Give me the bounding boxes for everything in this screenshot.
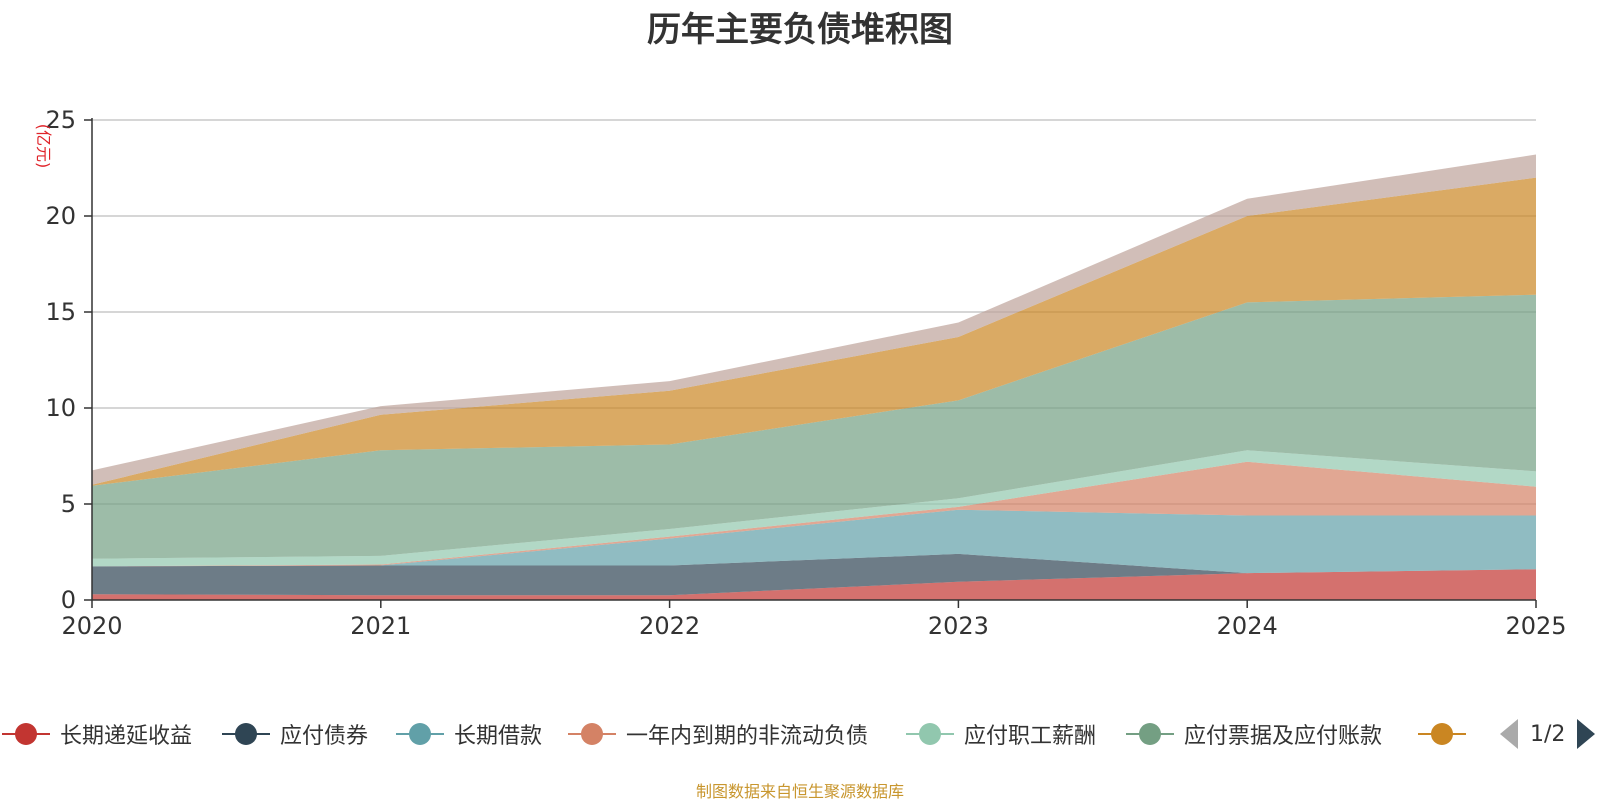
legend-marker-icon [1124,716,1176,752]
area-series-1[interactable] [92,553,1536,596]
y-tick-label: 25 [45,106,76,134]
page-indicator: 1/2 [1530,721,1566,747]
legend-item-payroll-payable[interactable]: 应付职工薪酬 [904,716,1096,752]
area-series-6[interactable] [92,177,1536,486]
area-series-4[interactable] [92,450,1536,567]
legend-label: 长期递延收益 [60,724,193,749]
legend-item-current-portion-noncurrent[interactable]: 一年内到期的非流动负债 [566,716,868,752]
chart-title: 历年主要负债堆积图 [647,10,953,50]
legend-marker-icon [566,716,618,752]
x-tick-label: 2025 [1505,612,1566,640]
legend-label: 应付债券 [280,724,369,749]
area-series-0[interactable] [92,569,1536,600]
x-tick-label: 2023 [928,612,989,640]
legend-item-long-term-deferred-income[interactable]: 长期递延收益 [0,716,192,752]
area-series-2[interactable] [92,509,1536,574]
legend-marker-icon [1416,716,1468,752]
legend: 长期递延收益 应付债券 长期借款 一年内到期的非流动负债 应付职工薪酬 应付票据… [0,716,1600,752]
y-tick-label: 15 [45,298,76,326]
x-tick-label: 2022 [639,612,700,640]
area-series-7[interactable] [92,154,1536,485]
area-series-5[interactable] [92,294,1536,559]
legend-label: 一年内到期的非流动负债 [626,724,869,749]
y-tick-label: 0 [61,586,76,614]
legend-marker-icon [394,716,446,752]
area-series [92,154,1536,600]
x-tick-label: 2021 [350,612,411,640]
y-tick-label: 20 [45,202,76,230]
x-tick-label: 2024 [1217,612,1278,640]
legend-marker-icon [0,716,52,752]
legend-marker-icon [220,716,272,752]
legend-label: 长期借款 [454,724,543,749]
y-tick-label: 10 [45,394,76,422]
legend-pager: 1/2 [1500,716,1596,752]
y-tick-label: 5 [61,490,76,518]
y-axis-label: (亿元) [34,124,53,169]
next-page-icon[interactable] [1577,719,1596,749]
legend-item-partial[interactable] [1416,716,1468,752]
x-tick-label: 2020 [61,612,122,640]
legend-item-long-term-loans[interactable]: 长期借款 [394,716,542,752]
legend-item-notes-accounts-payable[interactable]: 应付票据及应付账款 [1124,716,1382,752]
legend-marker-icon [904,716,956,752]
legend-item-bonds-payable[interactable]: 应付债券 [220,716,368,752]
area-series-3[interactable] [92,461,1536,567]
legend-label: 应付职工薪酬 [964,724,1097,749]
legend-label: 应付票据及应付账款 [1184,724,1383,749]
source-note: 制图数据来自恒生聚源数据库 [695,782,904,801]
prev-page-icon[interactable] [1500,719,1518,749]
